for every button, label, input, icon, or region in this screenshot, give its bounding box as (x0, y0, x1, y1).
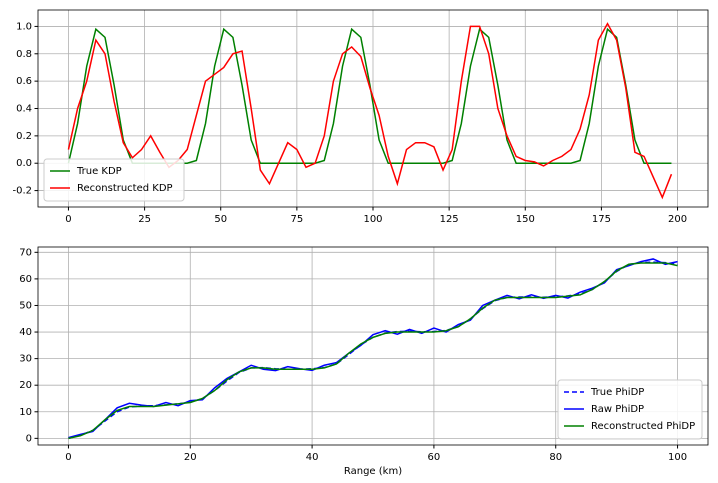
x-tick-label: 150 (516, 214, 535, 225)
y-tick-label: 0.2 (16, 131, 32, 142)
legend: True KDP Reconstructed KDP (43, 158, 185, 202)
x-tick-label: 50 (214, 214, 227, 225)
x-tick-label: 0 (65, 452, 71, 463)
y-tick-label: 0.8 (16, 49, 32, 60)
x-tick-label: 125 (440, 214, 459, 225)
legend-label: Reconstructed PhiDP (591, 421, 695, 432)
legend-box (43, 158, 185, 202)
legend-label: Raw PhiDP (591, 404, 644, 415)
y-tick-label: 0 (26, 433, 32, 444)
y-tick-label: 40 (19, 327, 32, 338)
y-tick-label: 50 (19, 300, 32, 311)
x-axis-label: Range (km) (344, 466, 402, 477)
x-tick-label: 20 (184, 452, 197, 463)
y-tick-label: 10 (19, 407, 32, 418)
axes-frame (37, 9, 709, 208)
legend-label: Reconstructed KDP (77, 183, 173, 194)
x-tick-label: 100 (363, 214, 382, 225)
subplot: 0 25 50 75 100 125 150 175 200 -0.2 0.0 0.2 0.4 0.6 0.… (12, 9, 709, 225)
y-tick-label: 60 (19, 274, 32, 285)
x-tick-label: 75 (290, 214, 303, 225)
x-tick-label: 60 (428, 452, 441, 463)
x-tick-label: 200 (668, 214, 687, 225)
x-tick-label: 40 (306, 452, 319, 463)
x-tick-label: 175 (592, 214, 611, 225)
legend-box (557, 379, 703, 440)
y-tick-label: 0.0 (16, 158, 32, 169)
x-tick-label: 100 (668, 452, 687, 463)
y-tick-label: 0.6 (16, 76, 32, 87)
subplot: 0 20 40 60 80 100 0 10 20 30 40 50 60 70 Range (km) Tru… (19, 246, 709, 477)
legend-label: True PhiDP (590, 387, 644, 398)
y-tick-label: 30 (19, 354, 32, 365)
series-line (68, 258, 678, 439)
series-line (67, 27, 672, 164)
y-tick-label: 70 (19, 247, 32, 258)
x-tick-label: 0 (65, 214, 71, 225)
x-tick-label: 80 (549, 452, 562, 463)
x-tick-label: 25 (138, 214, 151, 225)
y-tick-label: 20 (19, 380, 32, 391)
legend: True PhiDP Raw PhiDP Reconstructed PhiDP (557, 379, 703, 440)
axes-frame (37, 246, 709, 446)
y-tick-label: -0.2 (12, 186, 32, 197)
y-tick-label: 0.4 (16, 104, 32, 115)
legend-label: True KDP (76, 166, 122, 177)
series-line (68, 262, 678, 440)
y-tick-label: 1.0 (16, 21, 32, 32)
